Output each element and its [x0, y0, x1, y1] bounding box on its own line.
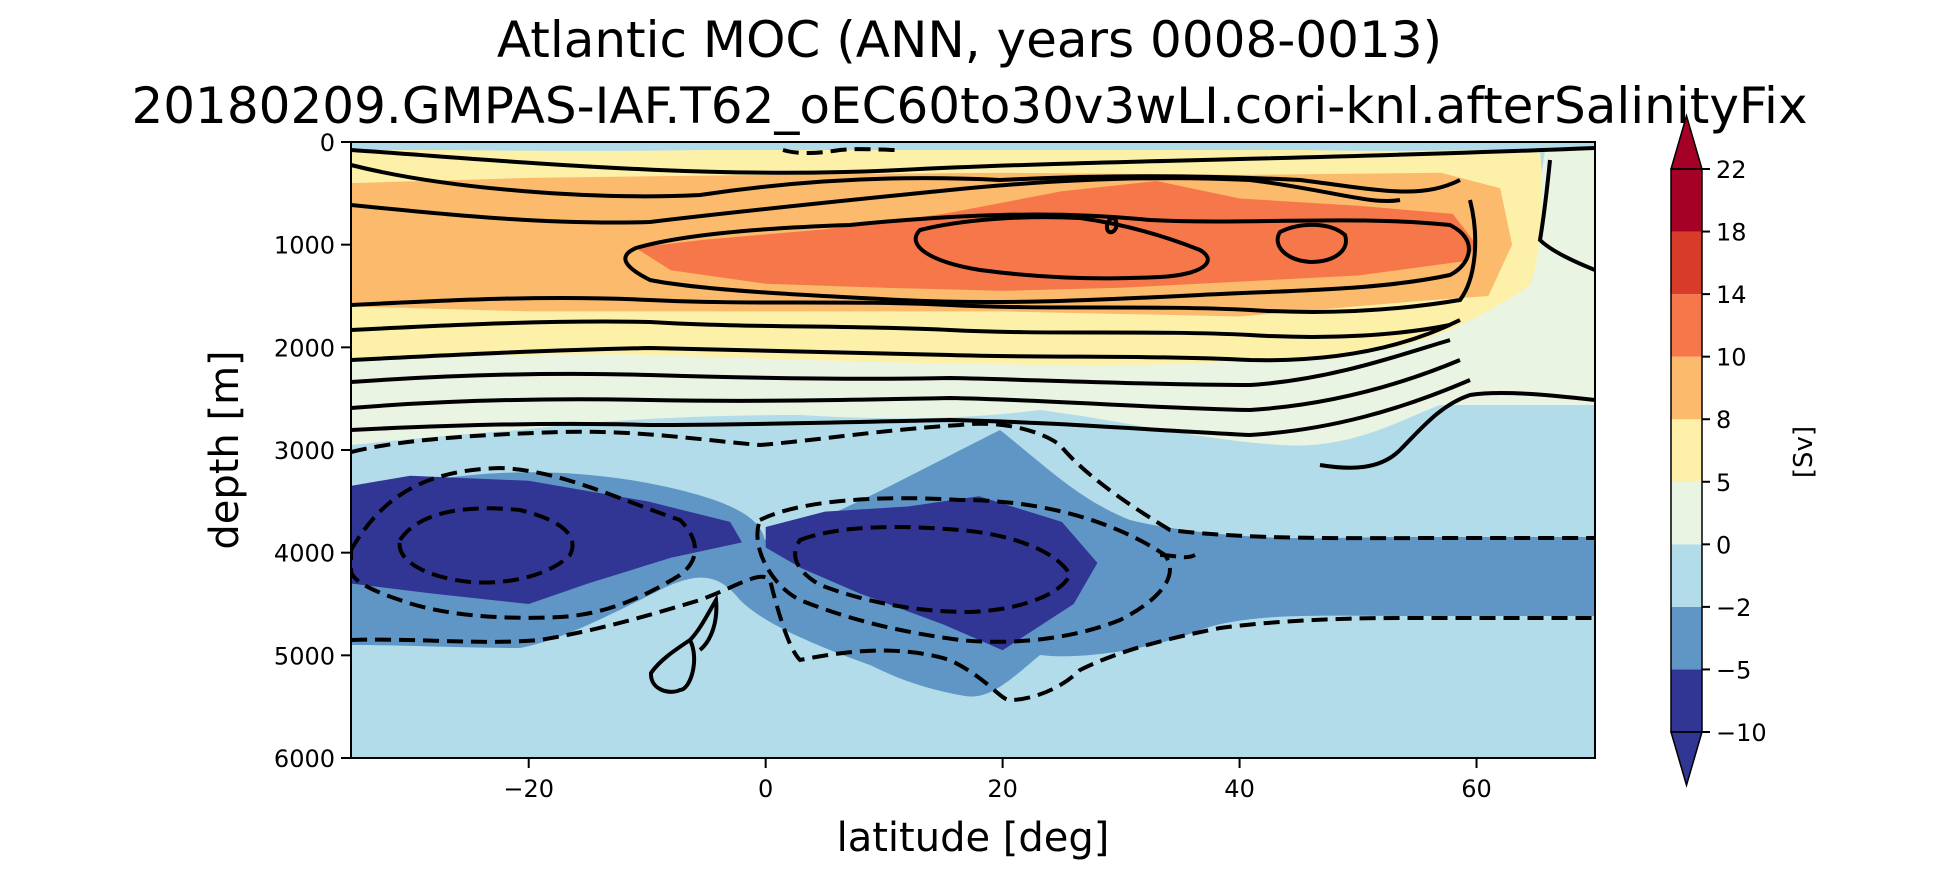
contour-fill-layer	[351, 142, 1595, 758]
colorbar-swatch	[1671, 294, 1702, 357]
colorbar-tick-label: 22	[1716, 156, 1747, 184]
x-tick-label: 20	[987, 775, 1018, 803]
colorbar-swatch	[1671, 606, 1702, 670]
colorbar-swatch	[1671, 544, 1702, 607]
colorbar-tick-label: −5	[1716, 656, 1751, 684]
chart-subtitle: 20180209.GMPAS-IAF.T62_oEC60to30v3wLI.co…	[131, 77, 1808, 135]
contour-line-dashed	[793, 525, 1073, 615]
x-axis-label: latitude [deg]	[837, 815, 1110, 861]
colorbar-tick-label: 14	[1716, 281, 1747, 309]
contour-line	[351, 176, 1401, 225]
contour-line	[351, 319, 1451, 339]
contour-line	[351, 338, 1451, 388]
contour-line	[623, 212, 1471, 305]
region-core-10-14	[635, 181, 1477, 291]
contour-line	[913, 215, 1210, 281]
colorbar-tick-label: 8	[1716, 406, 1731, 434]
contour-line	[1105, 216, 1119, 235]
contour-line	[351, 318, 1461, 363]
y-tick-label: 0	[320, 129, 335, 157]
y-axis-label: depth [m]	[202, 350, 248, 549]
contour-line	[351, 163, 1461, 199]
y-tick-label: 6000	[274, 745, 335, 773]
x-tick-label: −20	[503, 775, 554, 803]
contour-line-dashed	[351, 465, 697, 620]
contour-line	[1537, 159, 1595, 272]
region-deep-cell-east	[765, 496, 1098, 651]
colorbar: −10 −5 −2 0 5 8 10 14 18 22	[1670, 113, 1767, 788]
contour-line-dashed	[755, 496, 1172, 644]
contour-line-dashed	[351, 421, 1595, 541]
contour-line	[688, 593, 719, 652]
colorbar-swatch	[1671, 481, 1702, 545]
contour-line-dashed	[1159, 553, 1196, 560]
y-tick-label: 5000	[274, 642, 335, 670]
contour-lines	[351, 146, 1595, 694]
colorbar-tick-label: 0	[1716, 531, 1731, 559]
contour-line-dashed	[351, 574, 1595, 703]
contour-line	[351, 146, 1595, 175]
colorbar-swatch	[1671, 669, 1702, 732]
contour-line	[1319, 390, 1595, 470]
contour-line	[351, 358, 1461, 413]
y-axis: 0 1000 2000 3000 4000 5000 6000	[274, 129, 351, 773]
colorbar-extend-max	[1670, 113, 1703, 170]
x-axis: −20 0 20 40 60	[503, 758, 1492, 803]
colorbar-frame	[1670, 168, 1703, 733]
contour-line-dashed	[782, 147, 901, 155]
colorbar-swatch	[1671, 231, 1702, 295]
region-surface-negative	[351, 142, 1595, 150]
colorbar-extend-min	[1670, 731, 1703, 788]
contour-lines-dashed	[351, 147, 1595, 703]
colorbar-swatch	[1671, 169, 1702, 232]
regions-layer	[351, 142, 1595, 651]
chart-title: Atlantic MOC (ANN, years 0008-0013)	[496, 11, 1443, 69]
colorbar-swatch	[1671, 356, 1702, 420]
contour-line	[1275, 222, 1348, 265]
colorbar-tick-label: 18	[1716, 219, 1747, 247]
y-tick-label: 4000	[274, 540, 335, 568]
y-tick-label: 2000	[274, 334, 335, 362]
colorbar-label: [Sv]	[1789, 426, 1819, 478]
colorbar-tick-label: 10	[1716, 344, 1747, 372]
region-deep-cell-west	[351, 475, 742, 604]
colorbar-tick-label: −2	[1716, 594, 1751, 622]
colorbar-tick-label: 5	[1716, 469, 1731, 497]
contour-line-dashed	[397, 506, 575, 585]
contour-line	[351, 378, 1471, 438]
x-tick-label: 0	[758, 775, 773, 803]
x-tick-label: 40	[1224, 775, 1255, 803]
fill-band-0-5	[351, 150, 1595, 446]
contour-line	[649, 637, 697, 694]
contour-line	[351, 199, 1478, 314]
y-tick-label: 3000	[274, 437, 335, 465]
x-tick-label: 60	[1461, 775, 1492, 803]
colorbar-tick-label: −10	[1716, 719, 1767, 747]
colorbar-swatch	[1671, 419, 1702, 482]
y-tick-label: 1000	[274, 232, 335, 260]
